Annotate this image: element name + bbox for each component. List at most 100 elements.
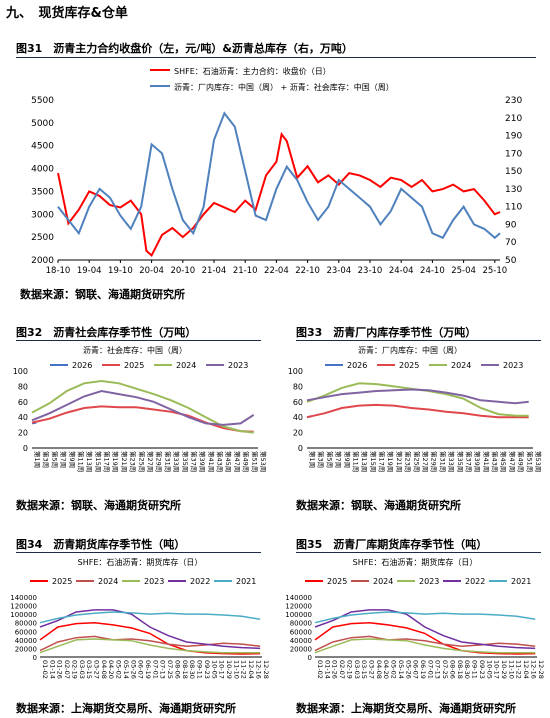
fig32-xtick-0: 第1周 <box>33 451 42 468</box>
fig35-xtick-20: 08-30 <box>463 660 471 679</box>
fig34-title: 图34 沥青期货库存季节性（吨） <box>16 538 186 551</box>
fig34-ytick-3: 60000 <box>15 628 37 636</box>
fig31-xtick-9: 23-04 <box>326 266 351 276</box>
fig35-source: 数据来源：上海期货交易所、海通期货研究所 <box>296 702 516 715</box>
fig34-xtick-19: 08-18 <box>181 660 189 679</box>
fig33-xtick-3: 第7周 <box>334 451 343 468</box>
fig34-legend-label-3: 2022 <box>190 577 210 586</box>
fig34-xtick-2: 01-26 <box>56 660 64 679</box>
fig33-title: 图33 沥青厂内库存季节性（万吨） <box>296 326 477 339</box>
fig31-ytick-right-5: 150 <box>505 167 522 177</box>
fig32-xtick-5: 第11周 <box>76 451 85 472</box>
fig31-xtick-14: 25-10 <box>482 266 507 276</box>
fig33-ytick-3: 60 <box>293 398 303 407</box>
fig32-xtick-11: 第23周 <box>129 451 138 472</box>
fig31-xtick-10: 23-10 <box>358 266 383 276</box>
fig34-ytick-2: 40000 <box>15 637 37 645</box>
fig33-xtick-11: 第23周 <box>404 451 413 472</box>
fig32-ytick-0: 0 <box>23 444 28 453</box>
fig34-subtitle: SHFE：石油沥青：期货库存（日） <box>78 557 203 567</box>
fig31-xtick-11: 24-04 <box>389 266 414 276</box>
fig34-xtick-20: 08-30 <box>188 660 196 679</box>
fig33-xtick-21: 第43周 <box>491 451 500 472</box>
fig34-xtick-27: 11-22 <box>240 660 248 679</box>
fig34-xtick-5: 03-03 <box>78 660 86 679</box>
fig33-xtick-18: 第37周 <box>464 451 473 472</box>
fig31-xtick-6: 21-10 <box>233 266 258 276</box>
fig35-xtick-15: 07-01 <box>426 660 434 679</box>
fig35-title-rule <box>296 552 541 553</box>
fig35-xtick-27: 11-22 <box>515 660 523 679</box>
fig34-chart: SHFE：石油沥青：期货库存（日） 2025 2024 2023 2022 2021 020… <box>10 557 270 679</box>
fig34-series-line-0 <box>39 621 261 655</box>
fig31-xtick-0: 18-10 <box>46 266 71 276</box>
fig35-legend-label-3: 2022 <box>465 577 485 586</box>
fig33-xtick-12: 第25周 <box>412 451 421 472</box>
fig32-xtick-19: 第39周 <box>198 451 207 472</box>
fig32-xtick-3: 第7周 <box>59 451 68 468</box>
fig34-xtick-6: 03-15 <box>85 660 93 679</box>
fig34-ytick-6: 120000 <box>10 603 37 611</box>
fig35-xtick-9: 04-20 <box>382 660 390 679</box>
fig35-xtick-14: 06-19 <box>419 660 427 679</box>
fig31-ytick-left-3: 3500 <box>31 187 54 197</box>
fig32-xtick-24: 第49周 <box>242 451 251 472</box>
fig34-series-line-2 <box>39 638 261 654</box>
fig34-series-line-4 <box>39 611 261 624</box>
fig33-xtick-1: 第3周 <box>317 451 326 468</box>
fig34-xtick-16: 07-13 <box>159 660 167 679</box>
fig32-xtick-1: 第3周 <box>42 451 51 468</box>
fig35-xtick-11: 05-14 <box>397 660 405 679</box>
fig31-xtick-2: 19-10 <box>108 266 133 276</box>
fig33-xtick-17: 第35周 <box>456 451 465 472</box>
fig35-series-line-2 <box>314 638 536 654</box>
fig32-series-line-3 <box>31 389 255 426</box>
fig33-ytick-1: 20 <box>293 429 303 438</box>
fig35-xtick-24: 10-17 <box>493 660 501 679</box>
fig35-xtick-3: 02-07 <box>338 660 346 679</box>
fig35-xtick-23: 10-05 <box>485 660 493 679</box>
fig34-xtick-0: 01-02 <box>41 660 49 679</box>
fig31-ytick-right-4: 130 <box>505 185 522 195</box>
fig32-xtick-8: 第17周 <box>103 451 112 472</box>
fig31-ytick-left-6: 5000 <box>31 119 54 129</box>
fig35-xtick-21: 09-11 <box>471 660 479 679</box>
fig33-xtick-22: 第45周 <box>499 451 508 472</box>
fig32-xtick-23: 第47周 <box>233 451 242 472</box>
fig33-legend-label-1: 2025 <box>399 361 419 370</box>
fig31-ytick-left-0: 2000 <box>31 256 54 266</box>
fig33-subtitle: 沥青：厂内库存：中国（周） <box>358 345 462 355</box>
fig35-xtick-13: 06-07 <box>412 660 420 679</box>
fig35-ytick-0: 0 <box>308 654 312 662</box>
fig32-legend-label-1: 2025 <box>124 361 144 370</box>
fig33-xtick-10: 第21周 <box>395 451 404 472</box>
fig35-xtick-22: 09-23 <box>478 660 486 679</box>
fig35-series-line-3 <box>314 609 536 650</box>
section-heading: 九、 现货库存&仓单 <box>6 6 128 21</box>
fig31-ytick-right-2: 90 <box>505 220 517 230</box>
fig32-source: 数据来源：钢联、海通期货研究所 <box>16 499 181 512</box>
fig32-xtick-6: 第13周 <box>85 451 94 472</box>
fig31-ytick-right-0: 50 <box>505 256 517 266</box>
fig35-legend-label-0: 2025 <box>327 577 347 586</box>
fig33-xtick-5: 第11周 <box>351 451 360 472</box>
fig31-ytick-right-7: 190 <box>505 132 522 142</box>
fig33-legend-label-2: 2024 <box>451 361 471 370</box>
fig33-xtick-0: 第1周 <box>308 451 317 468</box>
fig31-chart: SHFE：石油沥青：主力合约：收盘价（日） 沥青：厂内库存：中国（周） + 沥青：… <box>31 66 522 276</box>
fig31-xtick-4: 20-10 <box>170 266 195 276</box>
fig34-xtick-11: 05-14 <box>122 660 130 679</box>
fig32-xtick-16: 第33周 <box>172 451 181 472</box>
fig35-xtick-10: 05-02 <box>390 660 398 679</box>
fig35-xtick-29: 12-16 <box>529 660 537 679</box>
fig33-ytick-5: 100 <box>288 367 303 376</box>
fig34-xtick-8: 04-08 <box>100 660 108 679</box>
fig31-title-rule <box>16 57 536 58</box>
fig33-chart: 沥青：厂内库存：中国（周） 2026 2025 2024 2023 0 20 40 60 80 10… <box>288 345 543 472</box>
fig34-xtick-3: 02-07 <box>63 660 71 679</box>
fig33-xtick-8: 第17周 <box>378 451 387 472</box>
fig33-xtick-16: 第33周 <box>447 451 456 472</box>
fig35-xtick-26: 11-10 <box>507 660 515 679</box>
fig33-xtick-9: 第19周 <box>386 451 395 472</box>
fig35-xtick-5: 03-03 <box>353 660 361 679</box>
